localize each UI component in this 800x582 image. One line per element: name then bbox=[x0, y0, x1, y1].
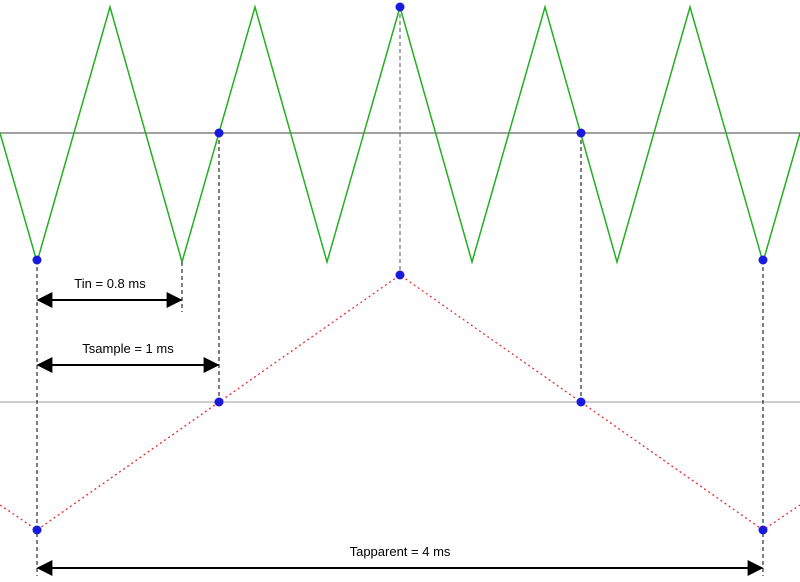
tin-label: Tin = 0.8 ms bbox=[74, 276, 146, 291]
tapparent-label: Tapparent = 4 ms bbox=[350, 544, 451, 559]
apparent-wave bbox=[0, 274, 800, 531]
sample-lines bbox=[36, 7, 764, 576]
dimension-arrows bbox=[36, 292, 764, 576]
sample-points bbox=[32, 2, 768, 535]
tsample-label: Tsample = 1 ms bbox=[82, 341, 174, 356]
